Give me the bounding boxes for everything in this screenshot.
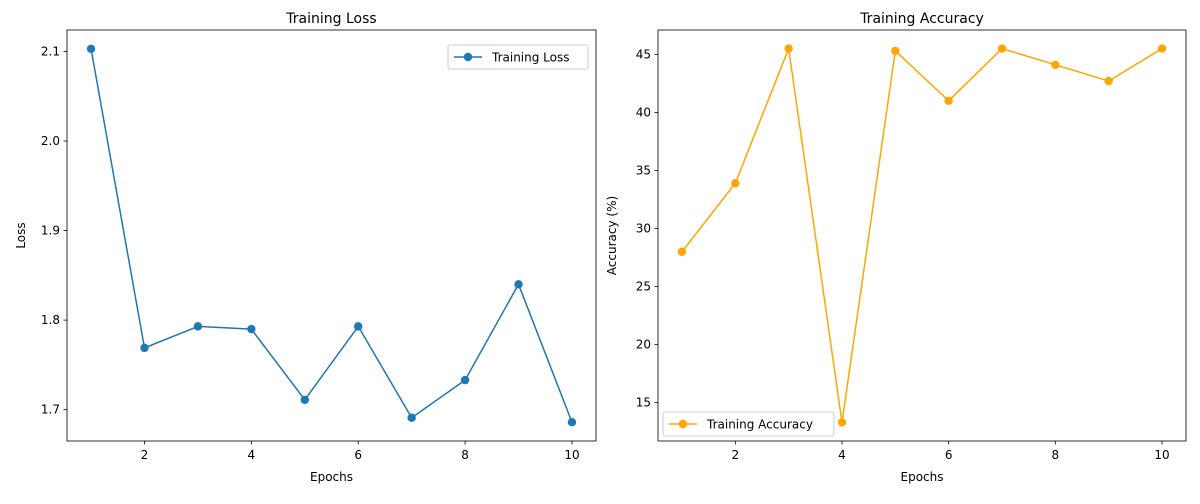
legend: Training Accuracy bbox=[662, 411, 835, 437]
x-tick-label: 6 bbox=[354, 448, 362, 462]
series-line bbox=[90, 47, 573, 424]
data-point bbox=[1157, 44, 1167, 53]
data-point bbox=[997, 44, 1007, 53]
legend: Training Loss bbox=[447, 44, 589, 70]
y-tick-label: 2.1 bbox=[41, 44, 60, 58]
chart-title: Training Accuracy bbox=[859, 11, 984, 27]
legend-label: Training Loss bbox=[491, 51, 569, 65]
data-point bbox=[514, 280, 523, 289]
x-tick-label: 8 bbox=[461, 448, 469, 462]
series-1 bbox=[677, 44, 1167, 427]
data-point bbox=[567, 417, 577, 427]
y-tick-label: 35 bbox=[636, 163, 651, 177]
x-axis-label: Epochs bbox=[901, 470, 944, 484]
x-tick-label: 10 bbox=[564, 448, 579, 462]
y-tick-label: 15 bbox=[636, 396, 651, 410]
plot-area bbox=[67, 30, 596, 441]
data-point bbox=[731, 179, 740, 188]
x-tick-label: 10 bbox=[1154, 448, 1169, 462]
data-point bbox=[891, 46, 900, 56]
data-point bbox=[407, 413, 416, 422]
x-axis-label: Epochs bbox=[310, 470, 353, 484]
legend-frame bbox=[447, 44, 589, 70]
legend-frame bbox=[662, 411, 835, 437]
y-tick-label: 20 bbox=[636, 338, 651, 352]
data-point bbox=[140, 343, 149, 353]
series-1 bbox=[86, 44, 577, 427]
y-tick-label: 30 bbox=[636, 222, 651, 236]
data-point bbox=[1051, 60, 1060, 70]
x-tick-label: 2 bbox=[732, 448, 740, 462]
chart-panel-1: 2 4 6 8 10 1.7 1.8 1.9 2.0 2.1 Training Loss Epochs… bbox=[14, 11, 597, 484]
data-point bbox=[300, 395, 309, 405]
chart-title: Training Loss bbox=[285, 11, 376, 27]
data-point bbox=[86, 44, 96, 54]
y-axis-label: Loss bbox=[14, 222, 28, 248]
data-point bbox=[247, 324, 256, 334]
data-point bbox=[460, 375, 470, 385]
data-point bbox=[354, 322, 363, 331]
x-tick-label: 2 bbox=[141, 448, 149, 462]
legend-marker-swatch bbox=[678, 419, 688, 429]
x-tick-label: 6 bbox=[945, 448, 953, 462]
plot-area bbox=[658, 30, 1186, 441]
legend-label: Training Accuracy bbox=[706, 418, 813, 432]
y-tick-label: 2.0 bbox=[41, 134, 60, 148]
x-tick-label: 4 bbox=[248, 448, 256, 462]
y-tick-label: 1.9 bbox=[41, 224, 60, 238]
x-tick-label: 8 bbox=[1052, 448, 1060, 462]
chart-panel-2: 2 4 6 8 10 15 20 25 30 35 40 45 Training Accuracy Epo… bbox=[605, 11, 1187, 484]
y-tick-label: 40 bbox=[636, 105, 651, 119]
y-tick-label: 1.7 bbox=[41, 403, 60, 417]
axes-frame bbox=[657, 29, 1187, 442]
y-tick-label: 45 bbox=[636, 47, 651, 61]
data-point bbox=[944, 96, 953, 106]
legend-marker-swatch bbox=[463, 52, 473, 62]
axes-frame bbox=[66, 29, 597, 442]
data-point bbox=[1104, 76, 1113, 86]
y-axis-label: Accuracy (%) bbox=[605, 196, 619, 275]
data-point bbox=[677, 247, 687, 256]
x-tick-label: 4 bbox=[838, 448, 846, 462]
data-point bbox=[837, 418, 847, 427]
data-point bbox=[784, 44, 793, 53]
series-line bbox=[680, 47, 1164, 424]
y-tick-label: 1.8 bbox=[41, 313, 60, 327]
data-point bbox=[193, 322, 203, 331]
y-tick-label: 25 bbox=[636, 280, 651, 294]
